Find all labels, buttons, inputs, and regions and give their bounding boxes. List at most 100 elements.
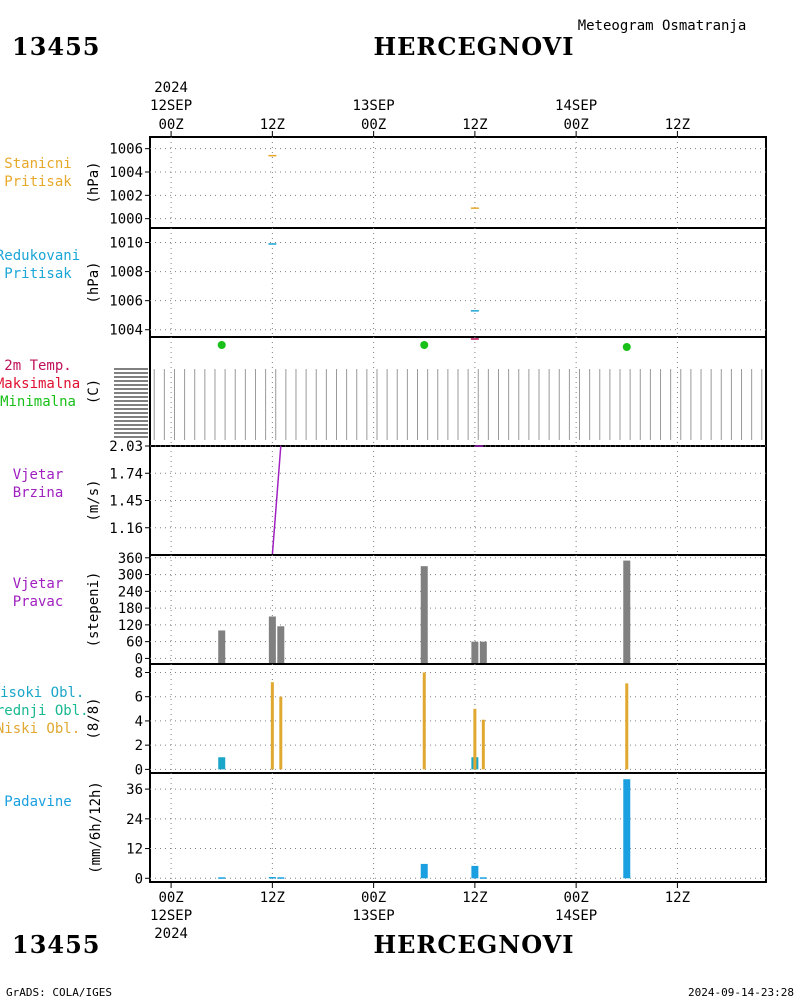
y-tick-label: 120 xyxy=(118,618,143,634)
x-tick-hour: 00Z xyxy=(158,890,183,906)
x-axis-bottom: 00Z 12SEP 2024 12Z 00Z 13SEP 12Z 00Z 14SEP 12Z xyxy=(150,882,690,942)
panel-frame xyxy=(149,136,767,229)
y-tick-label: 1006 xyxy=(109,294,143,310)
precip-bar xyxy=(218,877,226,879)
wind-direction-bar xyxy=(277,626,285,665)
x-tick-hour: 00Z xyxy=(361,117,386,133)
panel-label: Brzina xyxy=(13,485,64,501)
minimum-temp-point xyxy=(217,341,226,349)
y-tick-label: 1.74 xyxy=(109,466,143,482)
y-tick-label: 1.45 xyxy=(109,494,143,510)
y-tick-label: 4 xyxy=(135,714,143,730)
chart-subtitle: Meteogram Osmatranja xyxy=(578,18,747,34)
x-tick-date: 14SEP xyxy=(555,908,597,924)
panel-reduced-pressure: 1010 1008 1006 1004 (hPa) Redukovani Pritisak xyxy=(0,227,767,339)
x-tick-year: 2024 xyxy=(154,926,188,942)
panel-frame xyxy=(149,663,767,774)
low-cloud-bar xyxy=(473,708,477,770)
low-cloud-bar xyxy=(422,672,426,770)
y-tick-label: 0 xyxy=(135,762,143,778)
y-axis-label: (C) xyxy=(86,379,102,404)
y-tick-label: 180 xyxy=(118,601,143,617)
low-cloud-bar xyxy=(481,719,485,770)
minimum-temp-point xyxy=(622,343,631,351)
wind-direction-bar xyxy=(268,616,276,665)
panel-frame xyxy=(149,554,767,665)
precip-bar xyxy=(277,877,285,879)
panel-label: Redukovani xyxy=(0,248,80,264)
x-tick-date: 13SEP xyxy=(353,908,395,924)
x-tick-hour: 12Z xyxy=(462,890,487,906)
station-id-bottom: 13455 xyxy=(12,930,101,959)
precip-bar xyxy=(479,877,487,879)
y-tick-label: 360 xyxy=(118,551,143,567)
low-cloud-bar xyxy=(625,683,629,770)
panel-temperature: (C) 2m Temp. Maksimalna Minimalna xyxy=(0,336,767,447)
footer-credit: GrADS: COLA/IGES xyxy=(6,986,112,999)
x-tick-hour: 00Z xyxy=(361,890,386,906)
panel-label: Srednji Obl. xyxy=(0,703,89,719)
y-tick-label: 2 xyxy=(135,738,143,754)
panel-label: Pritisak xyxy=(4,174,72,190)
station-name-bottom: HERCEGNOVI xyxy=(373,930,574,959)
y-tick-label: 24 xyxy=(126,812,143,828)
station-id-top: 13455 xyxy=(12,32,101,61)
panel-precipitation: 36 24 12 0 (mm/6h/12h) Padavine xyxy=(4,772,767,887)
y-axis-label: (mm/6h/12h) xyxy=(88,781,104,874)
x-tick-hour: 00Z xyxy=(563,117,588,133)
panel-label: Vjetar xyxy=(13,576,64,592)
station-name-top: HERCEGNOVI xyxy=(373,32,574,61)
y-tick-label: 0 xyxy=(135,871,143,887)
precip-bar xyxy=(623,779,631,879)
x-tick-date: 12SEP xyxy=(150,908,192,924)
y-axis-label: (stepeni) xyxy=(86,572,102,648)
panel-label: Vjetar xyxy=(13,467,64,483)
x-tick-hour: 12Z xyxy=(665,890,690,906)
high-cloud-bar xyxy=(218,757,226,770)
y-tick-label: 60 xyxy=(126,635,143,651)
y-axis-label: (hPa) xyxy=(86,261,102,303)
x-tick-hour: 12Z xyxy=(260,890,285,906)
x-tick-year: 2024 xyxy=(154,80,188,96)
y-axis-label: (8/8) xyxy=(86,697,102,739)
y-tick-label: 1010 xyxy=(109,236,143,252)
wind-direction-bar xyxy=(623,560,631,665)
panel-wind-speed: 2.03 1.74 1.45 1.16 (m/s) Vjetar Brzina xyxy=(13,439,767,556)
y-axis-label: (hPa) xyxy=(86,161,102,203)
panel-label: Minimalna xyxy=(0,394,76,410)
panel-label: Visoki Obl. xyxy=(0,685,84,701)
y-tick-label: 1004 xyxy=(109,323,143,339)
x-tick-date: 14SEP xyxy=(555,98,597,114)
x-tick-hour: 00Z xyxy=(563,890,588,906)
y-tick-label: 12 xyxy=(126,842,143,858)
panel-label: 2m Temp. xyxy=(4,358,71,374)
panel-label: Stanicni xyxy=(4,156,71,172)
y-tick-label: 240 xyxy=(118,584,143,600)
y-tick-label: 8 xyxy=(135,665,143,681)
y-tick-label: 36 xyxy=(126,782,143,798)
panel-label: Pravac xyxy=(13,594,64,610)
wind-direction-bar xyxy=(218,630,226,665)
panel-frame xyxy=(149,772,767,883)
x-tick-hour: 00Z xyxy=(158,117,183,133)
low-cloud-bar xyxy=(279,696,283,770)
wind-direction-bar xyxy=(479,641,487,665)
wind-direction-bar xyxy=(420,566,428,665)
footer-timestamp: 2024-09-14-23:28 xyxy=(688,986,794,999)
x-tick-hour: 12Z xyxy=(665,117,690,133)
x-tick-hour: 12Z xyxy=(462,117,487,133)
x-axis-top: 00Z 12SEP 2024 12Z 00Z 13SEP 12Z 00Z 14SEP 12Z xyxy=(150,80,690,137)
y-tick-label: 1006 xyxy=(109,142,143,158)
panel-frame xyxy=(149,227,767,338)
y-tick-label: 2.03 xyxy=(109,439,143,455)
panel-frame xyxy=(149,445,767,556)
x-tick-date: 12SEP xyxy=(150,98,192,114)
panel-label: Pritisak xyxy=(4,266,72,282)
panel-label: Maksimalna xyxy=(0,376,80,392)
minimum-temp-point xyxy=(420,341,429,349)
panel-label: Padavine xyxy=(4,794,71,810)
y-tick-label: 0 xyxy=(135,651,143,667)
y-tick-label: 1.16 xyxy=(109,521,143,537)
